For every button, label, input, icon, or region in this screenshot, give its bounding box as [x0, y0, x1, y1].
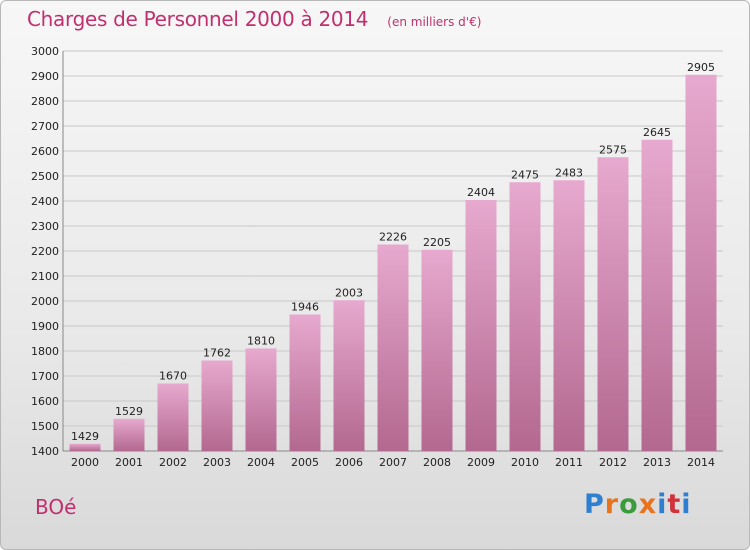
x-tick-label-2006: 2006	[335, 456, 363, 469]
value-label-2008: 2205	[423, 236, 451, 249]
x-tick-label-2011: 2011	[555, 456, 583, 469]
value-label-2005: 1946	[291, 301, 319, 314]
value-label-2011: 2483	[555, 166, 583, 179]
value-label-2006: 2003	[335, 286, 363, 299]
brand-letter: r	[604, 489, 620, 520]
bar-2000	[69, 443, 101, 451]
x-tick-label-2014: 2014	[687, 456, 715, 469]
y-tick-label: 1900	[31, 320, 59, 333]
x-tick-label-2012: 2012	[599, 456, 627, 469]
bar-2007	[377, 244, 409, 451]
bar-2006	[333, 300, 365, 451]
brand-letter: o	[619, 489, 639, 520]
chart-title: Charges de Personnel 2000 à 2014	[27, 7, 369, 31]
y-tick-label: 2800	[31, 95, 59, 108]
x-tick-label-2002: 2002	[159, 456, 187, 469]
bar-2008	[421, 249, 453, 451]
chart-subtitle: (en milliers d'€)	[387, 15, 482, 29]
value-label-2000: 1429	[71, 430, 99, 443]
bars-layer	[69, 74, 717, 451]
value-label-2007: 2226	[379, 231, 407, 244]
x-tick-label-2000: 2000	[71, 456, 99, 469]
commune-name: BOé	[35, 495, 77, 519]
y-tick-label: 2300	[31, 220, 59, 233]
brand-letter: i	[657, 489, 668, 520]
y-tick-label: 1500	[31, 420, 59, 433]
x-tick-label-2005: 2005	[291, 456, 319, 469]
x-tick-label-2004: 2004	[247, 456, 275, 469]
y-tick-label: 1600	[31, 395, 59, 408]
value-label-2002: 1670	[159, 370, 187, 383]
bar-2003	[201, 360, 233, 451]
x-tick-label-2009: 2009	[467, 456, 495, 469]
y-tick-label: 1800	[31, 345, 59, 358]
y-tick-label: 1400	[31, 445, 59, 458]
value-label-2004: 1810	[247, 335, 275, 348]
bar-2004	[245, 348, 277, 451]
bar-2012	[597, 157, 629, 451]
bar-2002	[157, 383, 189, 451]
y-tick-label: 2000	[31, 295, 59, 308]
y-tick-label: 2600	[31, 145, 59, 158]
y-tick-label: 2200	[31, 245, 59, 258]
brand-letter: i	[681, 489, 692, 520]
y-tick-label: 2700	[31, 120, 59, 133]
labels-layer: 1400 1500 1600 1700 1800 1900 2000 2100 2200 2300…	[31, 45, 715, 469]
x-tick-label-2008: 2008	[423, 456, 451, 469]
value-label-2014: 2905	[687, 61, 715, 74]
y-tick-label: 1700	[31, 370, 59, 383]
title-row: Charges de Personnel 2000 à 2014 (en mil…	[27, 7, 481, 31]
x-tick-label-2003: 2003	[203, 456, 231, 469]
value-label-2010: 2475	[511, 168, 539, 181]
y-tick-label: 2900	[31, 70, 59, 83]
bar-2001	[113, 418, 145, 451]
value-label-2013: 2645	[643, 126, 671, 139]
bar-2011	[553, 180, 585, 451]
y-tick-label: 3000	[31, 45, 59, 58]
y-tick-label: 2500	[31, 170, 59, 183]
bar-2013	[641, 139, 673, 451]
y-tick-label: 2400	[31, 195, 59, 208]
y-tick-label: 2100	[31, 270, 59, 283]
brand-letter: x	[638, 489, 658, 520]
x-tick-label-2001: 2001	[115, 456, 143, 469]
bar-2009	[465, 200, 497, 451]
brand-logo: Proxiti	[584, 489, 692, 520]
bar-2005	[289, 314, 321, 451]
value-label-2012: 2575	[599, 143, 627, 156]
x-tick-label-2007: 2007	[379, 456, 407, 469]
bar-2014	[685, 74, 717, 451]
x-tick-label-2013: 2013	[643, 456, 671, 469]
bar-2010	[509, 182, 541, 451]
brand-letter: P	[584, 489, 605, 520]
value-label-2009: 2404	[467, 186, 495, 199]
value-label-2001: 1529	[115, 405, 143, 418]
value-label-2003: 1762	[203, 347, 231, 360]
x-tick-label-2010: 2010	[511, 456, 539, 469]
brand-letter: t	[667, 489, 682, 520]
